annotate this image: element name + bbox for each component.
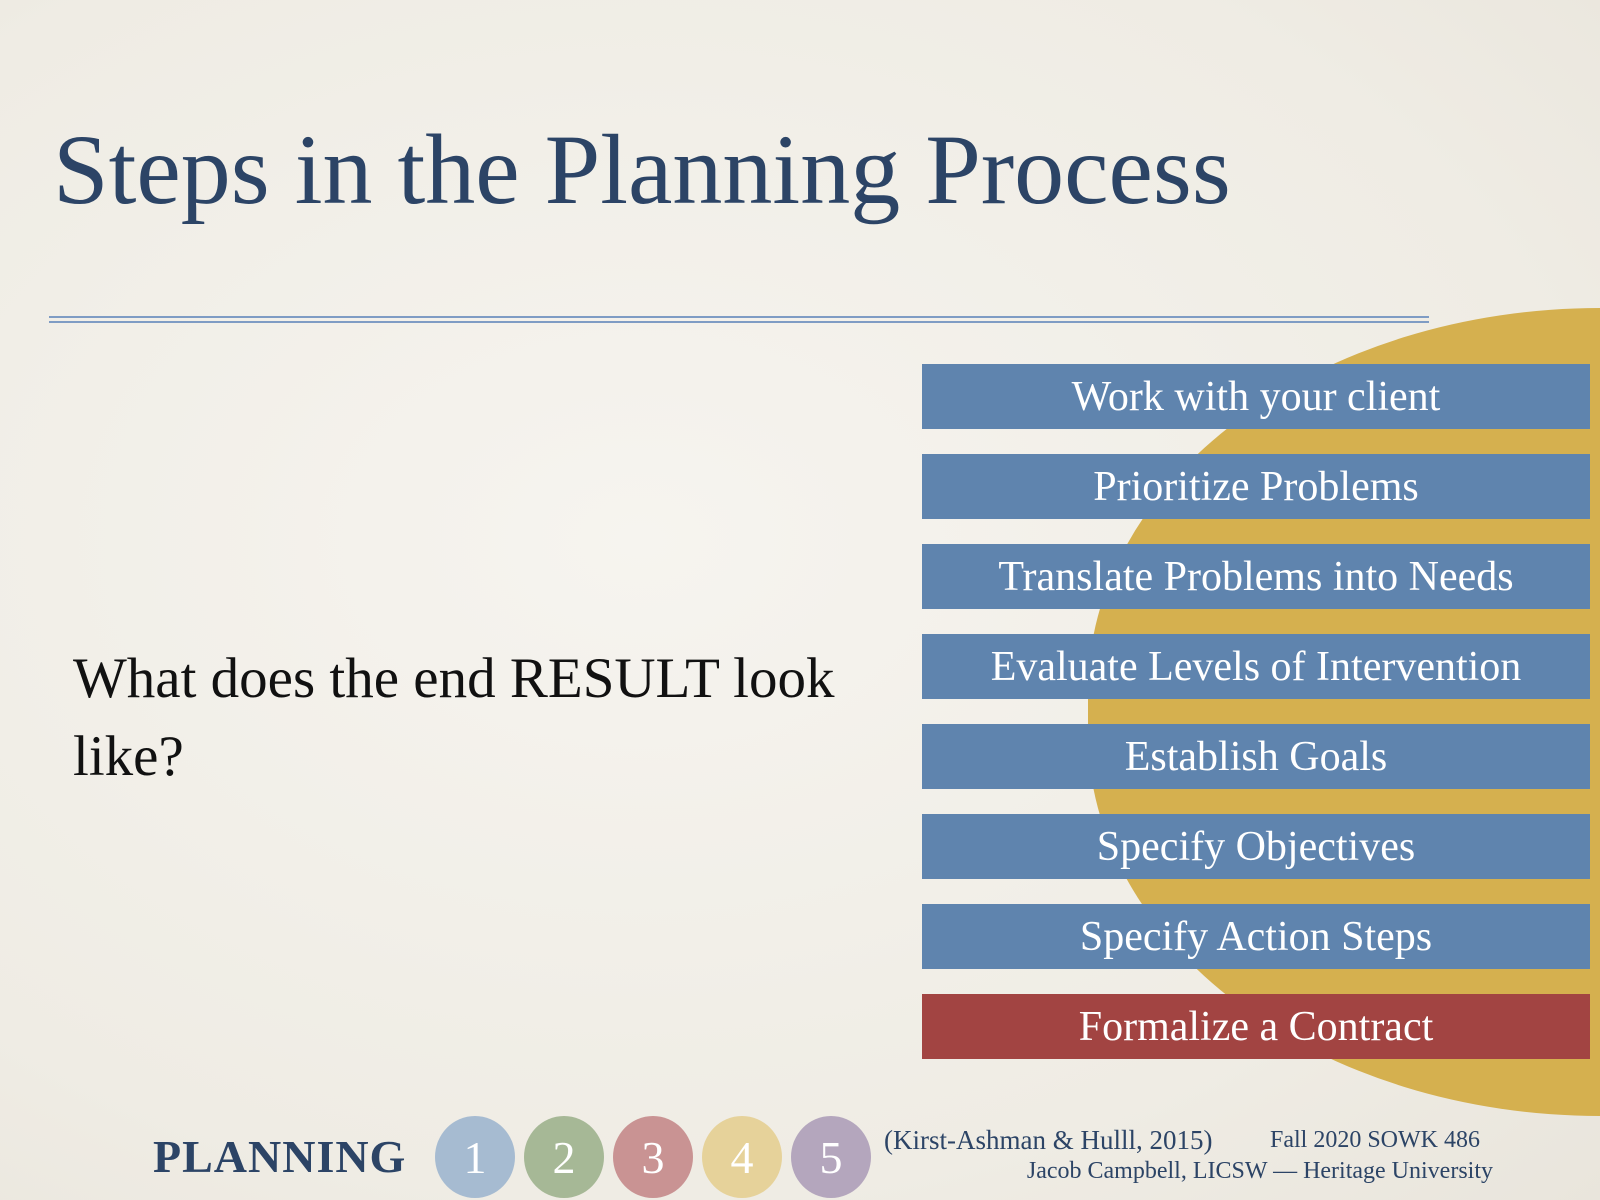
author-label: Jacob Campbell, LICSW — Heritage Univers… [1026, 1158, 1493, 1184]
step-item: Work with your client [922, 364, 1590, 429]
citation: (Kirst-Ashman & Hulll, 2015) [884, 1125, 1213, 1155]
step-item: Prioritize Problems [922, 454, 1590, 519]
planning-steps-list: Work with your client Prioritize Problem… [922, 364, 1590, 1084]
course-label: Fall 2020 SOWK 486 [1270, 1127, 1480, 1153]
phase-circle-5: 5 [791, 1116, 871, 1198]
phase-circle-3: 3 [613, 1116, 693, 1198]
question-text: What does the end RESULT look like? [73, 647, 835, 788]
slide-title: Steps in the Planning Process [53, 114, 1231, 225]
phase-circle-2: 2 [524, 1116, 604, 1198]
title-rule-bottom [49, 321, 1429, 323]
phase-circle-4: 4 [702, 1116, 782, 1198]
step-item: Evaluate Levels of Intervention [922, 634, 1590, 699]
title-rule-top [49, 316, 1429, 318]
step-item: Specify Action Steps [922, 904, 1590, 969]
step-item: Establish Goals [922, 724, 1590, 789]
phase-circle-1: 1 [435, 1116, 515, 1198]
step-item: Specify Objectives [922, 814, 1590, 879]
step-item-highlighted: Formalize a Contract [922, 994, 1590, 1059]
section-label: PLANNING [153, 1131, 407, 1182]
step-item: Translate Problems into Needs [922, 544, 1590, 609]
